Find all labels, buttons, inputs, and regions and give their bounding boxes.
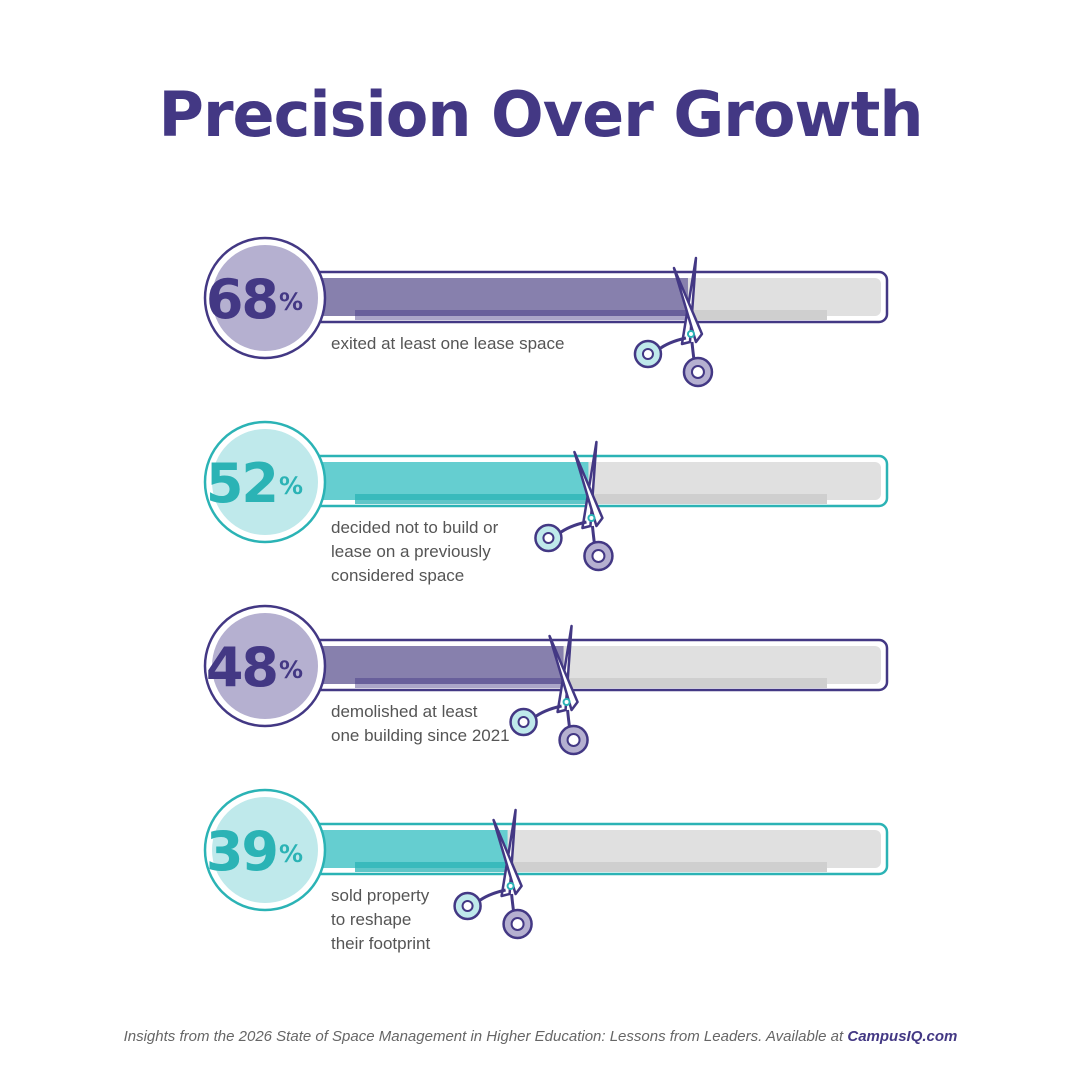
bar-label: their footprint (331, 934, 430, 953)
scissors-pivot (562, 698, 571, 706)
scissors-blade (573, 450, 604, 528)
percent-circle-fill (212, 429, 318, 535)
scissors-ring-hole (591, 549, 606, 563)
scissors-blade (672, 266, 704, 344)
bar-value-inner (355, 494, 589, 504)
footer-source: Insights from the 2026 State of Space Ma… (0, 1028, 1081, 1045)
bar-row: 48 % demolished at least one building since… (203, 604, 889, 756)
footer-link[interactable]: CampusIQ.com (847, 1028, 958, 1045)
percent-value: 68 (206, 268, 277, 331)
bar-value-inner (355, 678, 564, 688)
scissors-ring-hole (690, 365, 705, 379)
scissors-ring-hole (510, 917, 525, 931)
percent-value: 39 (206, 820, 277, 883)
bar-label: sold property (331, 886, 430, 905)
percent-sign: % (279, 840, 303, 868)
bar-row: 39 % sold property to reshape their footprin… (203, 788, 889, 953)
scissors-blade (492, 818, 523, 896)
bar-label: exited at least one lease space (331, 334, 564, 353)
scissors-icon (534, 440, 614, 572)
bar-track-inner (687, 310, 827, 320)
scissors-icon (509, 624, 589, 756)
scissors-pivot (686, 330, 695, 338)
percent-circle-fill (212, 797, 318, 903)
scissors-pivot (506, 882, 515, 890)
percent-value: 52 (206, 452, 277, 515)
footer-text: Insights from the 2026 State of Space Ma… (123, 1028, 848, 1045)
bar-value (265, 278, 688, 316)
bar-track-inner (563, 678, 827, 688)
scissors-ring-hole (517, 716, 530, 728)
scissors-ring-hole (461, 900, 474, 912)
bar-track-inner (507, 862, 827, 872)
scissors-icon (633, 256, 714, 388)
bar-label: considered space (331, 566, 464, 585)
percent-sign: % (279, 472, 303, 500)
scissors-ring-hole (542, 532, 555, 544)
scissors-ring-hole (566, 733, 581, 747)
bar-row: 68 % exited at least one lease space (203, 236, 889, 388)
bar-label: decided not to build or (331, 518, 499, 537)
bar-label: demolished at least (331, 702, 478, 721)
percent-circle-fill (212, 613, 318, 719)
percent-circle-fill (212, 245, 318, 351)
bar-row: 52 % decided not to build or lease on a pre… (203, 420, 889, 585)
percent-value: 48 (206, 636, 277, 699)
page-title: Precision Over Growth (158, 78, 924, 151)
scissors-ring-hole (641, 348, 654, 360)
scissors-blade (548, 634, 579, 712)
bar-label: to reshape (331, 910, 411, 929)
bar-track-inner (588, 494, 827, 504)
percent-sign: % (279, 656, 303, 684)
scissors-icon (453, 808, 533, 940)
bar-label: one building since 2021 (331, 726, 510, 745)
percent-sign: % (279, 288, 303, 316)
scissors-pivot (587, 514, 596, 522)
bar-value-inner (355, 310, 688, 320)
bar-label: lease on a previously (331, 542, 491, 561)
bar-value-inner (355, 862, 508, 872)
